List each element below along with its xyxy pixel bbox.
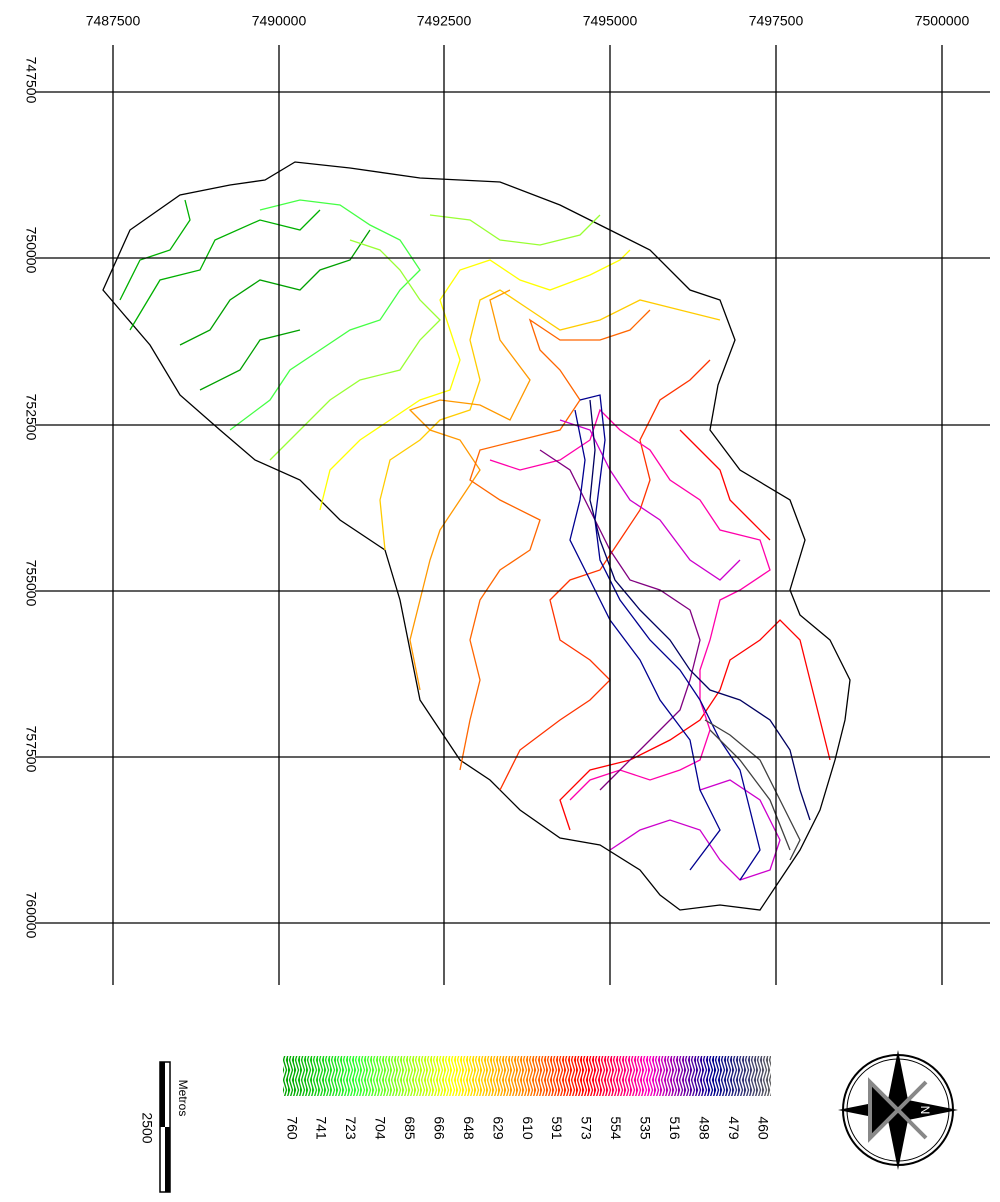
- x-coordinate-label: 7487500: [86, 13, 141, 29]
- legend-label: 666: [431, 1116, 447, 1140]
- legend-label: 648: [461, 1116, 477, 1140]
- map-figure: Metros 2500 N 7487500 7490000 7492500 74950…: [0, 0, 1000, 1202]
- legend-label: 723: [343, 1116, 359, 1140]
- elevation-legend: [283, 1056, 771, 1096]
- legend-label: 685: [402, 1116, 418, 1140]
- legend-label: 516: [667, 1116, 683, 1140]
- legend-label: 460: [755, 1116, 771, 1140]
- legend-label: 704: [373, 1116, 389, 1140]
- y-coordinate-label: 755000: [23, 560, 39, 607]
- y-coordinate-label: 752500: [23, 394, 39, 441]
- y-coordinate-label: 747500: [23, 57, 39, 104]
- y-coordinate-label: 750000: [23, 227, 39, 274]
- compass-label: N: [918, 1106, 932, 1115]
- x-coordinate-label: 7492500: [417, 13, 472, 29]
- legend-label: 535: [638, 1116, 654, 1140]
- legend-label: 741: [314, 1116, 330, 1140]
- x-coordinate-label: 7497500: [749, 13, 804, 29]
- legend-label: 573: [579, 1116, 595, 1140]
- contour-lines: [120, 200, 830, 880]
- legend-ramp-texture: [283, 1056, 771, 1096]
- coordinate-grid: [35, 45, 990, 985]
- scale-unit: Metros: [176, 1080, 190, 1117]
- legend-label: 591: [549, 1116, 565, 1140]
- legend-label: 554: [608, 1116, 624, 1140]
- x-coordinate-label: 7490000: [252, 13, 307, 29]
- basin-boundary: [103, 162, 850, 910]
- north-arrow: N: [838, 1050, 958, 1170]
- y-coordinate-label: 757500: [23, 726, 39, 773]
- legend-label: 760: [284, 1116, 300, 1140]
- y-coordinate-label: 760000: [23, 892, 39, 939]
- legend-label: 498: [696, 1116, 712, 1140]
- scale-value: 2500: [139, 1112, 155, 1143]
- x-coordinate-label: 7500000: [915, 13, 970, 29]
- legend-label: 610: [520, 1116, 536, 1140]
- scale-bar: Metros 2500: [139, 1062, 190, 1192]
- legend-label: 479: [726, 1116, 742, 1140]
- legend-label: 629: [490, 1116, 506, 1140]
- x-coordinate-label: 7495000: [583, 13, 638, 29]
